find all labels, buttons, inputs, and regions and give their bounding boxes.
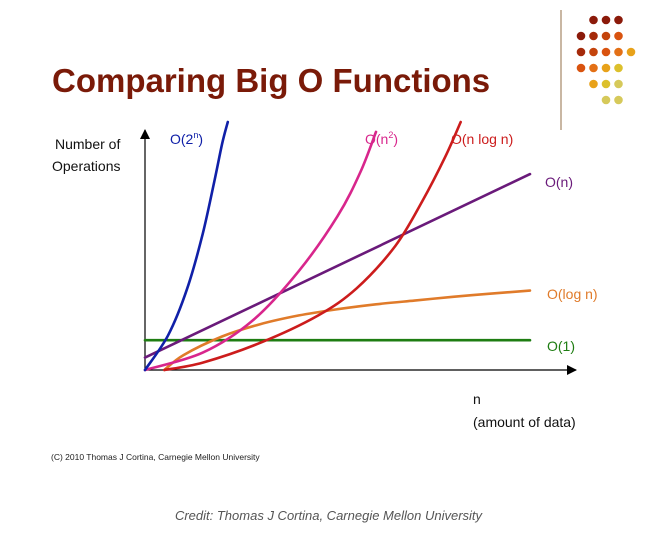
series-label-5: O(2n) <box>170 130 203 147</box>
decorative-dot <box>614 47 623 57</box>
series-label-close-5: ) <box>198 131 203 147</box>
decorative-dot <box>601 15 611 25</box>
y-axis-label-line-1: Number of <box>55 136 120 152</box>
decorative-dot <box>614 79 623 89</box>
decorative-dot <box>614 63 623 73</box>
image-credit: Credit: Thomas J Cortina, Carnegie Mello… <box>174 508 483 523</box>
decorative-dot <box>601 63 611 73</box>
series-label-text-3: O(n log n) <box>451 131 513 147</box>
decorative-dot <box>589 63 598 73</box>
y-axis-label-line-2: Operations <box>52 158 120 174</box>
series-label-2: O(n) <box>545 174 573 190</box>
slide-title: Comparing Big O Functions <box>52 62 491 99</box>
series-label-text-0: O(1) <box>547 338 575 354</box>
series-label-3: O(n log n) <box>451 131 513 147</box>
series-label-0: O(1) <box>547 338 575 354</box>
decorative-dot <box>589 47 598 57</box>
decorative-dot <box>601 79 611 89</box>
decorative-dot-grid <box>576 15 636 105</box>
series-label-text-2: O(n) <box>545 174 573 190</box>
series-line-2 <box>143 172 532 359</box>
decorative-dot <box>614 31 623 41</box>
copyright-note: (C) 2010 Thomas J Cortina, Carnegie Mell… <box>51 452 260 462</box>
decorative-dot <box>589 15 598 25</box>
decorative-dot <box>589 31 598 41</box>
decorative-dot <box>601 31 611 41</box>
series-line-5 <box>143 120 230 372</box>
x-axis-label-line-1: n <box>473 391 481 407</box>
decorative-dot <box>614 95 623 105</box>
series-label-1: O(log n) <box>547 286 598 302</box>
x-axis-label-line-2: (amount of data) <box>473 414 576 430</box>
series-label-text-4: O(n <box>365 131 388 147</box>
decorative-dot <box>626 47 636 57</box>
decorative-dot <box>614 15 623 25</box>
decorative-dot <box>576 63 586 73</box>
series-label-text-5: O(2 <box>170 131 194 147</box>
decorative-dot <box>576 47 586 57</box>
decorative-divider <box>560 10 562 130</box>
decorative-dot <box>601 95 611 105</box>
series-label-superscript-5: n <box>193 130 198 140</box>
series-label-superscript-4: 2 <box>388 130 393 140</box>
series-line-1 <box>163 289 532 372</box>
series-label-4: O(n2) <box>365 130 398 147</box>
series-label-text-1: O(log n) <box>547 286 598 302</box>
decorative-dot <box>589 79 598 89</box>
series-label-close-4: ) <box>393 131 398 147</box>
decorative-dot <box>576 31 586 41</box>
series-line-3 <box>163 120 462 372</box>
series-line-4 <box>143 130 378 372</box>
decorative-dot <box>601 47 611 57</box>
